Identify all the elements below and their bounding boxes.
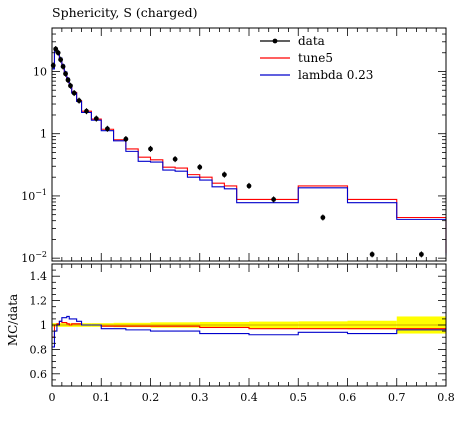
data-point-20 — [320, 215, 325, 220]
x-tick-label-8: 0.8 — [437, 391, 455, 404]
data-point-10 — [84, 109, 89, 114]
x-tick-label-2: 0.2 — [142, 391, 160, 404]
data-point-11 — [94, 116, 99, 121]
x-tick-label-7: 0.7 — [388, 391, 406, 404]
data-point-8 — [72, 91, 77, 96]
x-tick-label-1: 0.1 — [93, 391, 111, 404]
main-y-tick-label-2: 10−1 — [21, 188, 47, 203]
data-point-4 — [61, 64, 66, 69]
data-point-12 — [105, 126, 110, 131]
legend-label-1: tune5 — [298, 51, 333, 65]
data-point-9 — [77, 98, 82, 103]
x-tick-label-6: 0.6 — [339, 391, 357, 404]
data-point-15 — [173, 157, 178, 162]
data-point-16 — [197, 165, 202, 170]
chart-title: Sphericity, S (charged) — [52, 5, 198, 20]
legend-label-0: data — [298, 34, 325, 48]
main-plot-panel: 10 1 10−1 10−2 data tune5 lambda 0.23 — [21, 28, 446, 265]
data-point-18 — [247, 183, 252, 188]
data-point-17 — [222, 172, 227, 177]
x-tick-label-4: 0.4 — [240, 391, 258, 404]
main-series-tune5-line — [52, 50, 446, 254]
main-series-lambda-0-23-line — [52, 50, 446, 255]
main-y-tick-label-exponent: −2 — [35, 250, 47, 259]
data-point-19 — [271, 197, 276, 202]
main-plot-frame — [52, 28, 446, 261]
main-y-tick-label-1: 1 — [40, 128, 47, 141]
data-point-3 — [58, 57, 63, 62]
x-tick-label-3: 0.3 — [191, 391, 209, 404]
data-point-14 — [148, 147, 153, 152]
data-point-2 — [56, 50, 61, 55]
x-tick-label-5: 0.5 — [290, 391, 308, 404]
data-point-22 — [419, 252, 424, 257]
legend-marker-0 — [273, 39, 278, 44]
main-y-tick-label-3: 10−2 — [21, 250, 47, 265]
ratio-y-tick-label-0: 0.6 — [30, 368, 48, 381]
ratio-plot-panel: 0.6 0.8 1 1.2 1.4 0 0.1 0.2 0.3 0.4 0.5 0.6 0.7 0.8 — [30, 264, 455, 404]
data-point-13 — [123, 137, 128, 142]
data-point-6 — [66, 78, 71, 83]
main-y-tick-label-exponent: −1 — [35, 188, 47, 197]
data-point-7 — [68, 83, 73, 88]
data-point-5 — [63, 71, 68, 76]
ratio-y-axis-label: MC/data — [6, 294, 20, 346]
ratio-y-tick-label-3: 1.2 — [30, 295, 48, 308]
ratio-y-tick-label-1: 0.8 — [30, 343, 48, 356]
legend-label-2: lambda 0.23 — [298, 68, 373, 82]
data-point-21 — [370, 252, 375, 257]
main-y-tick-label-0: 10 — [33, 65, 47, 78]
ratio-y-tick-label-4: 1.4 — [30, 270, 48, 283]
ratio-y-tick-label-2: 1 — [40, 319, 47, 332]
x-tick-label-0: 0 — [49, 391, 56, 404]
